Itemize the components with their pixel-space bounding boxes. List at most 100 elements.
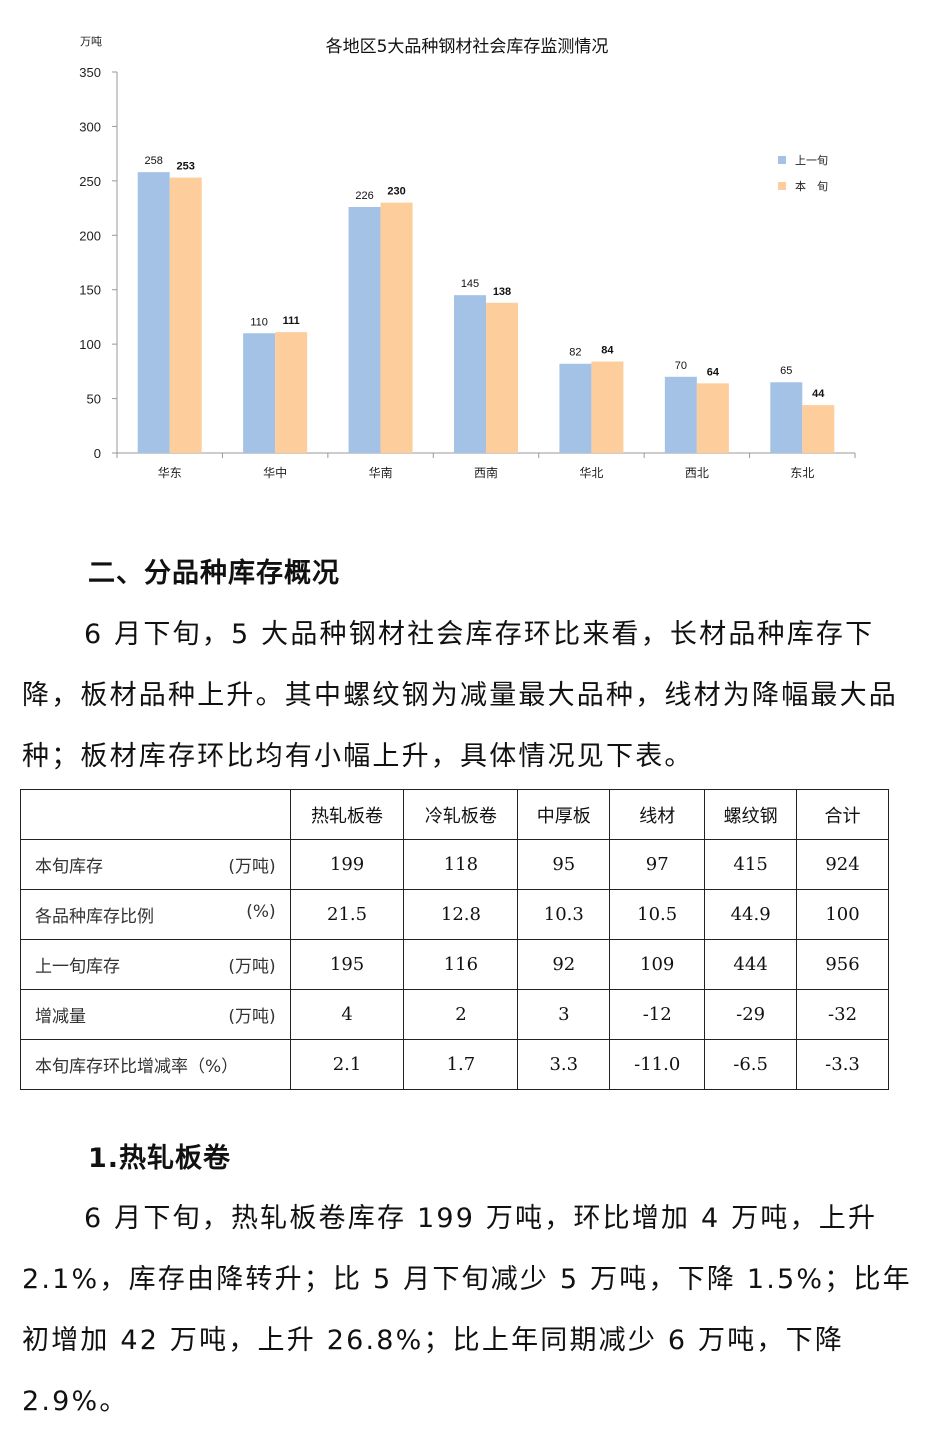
bar <box>486 302 518 453</box>
bar <box>770 382 803 453</box>
x-category-label: 华中 <box>263 465 287 480</box>
table-cell: 4 <box>289 989 405 1040</box>
bar <box>137 172 170 454</box>
bar-value-label: 226 <box>355 190 373 202</box>
table-cell: -11.0 <box>609 1039 706 1090</box>
row-label: (万吨) 本旬库存 <box>20 839 291 890</box>
bar <box>591 361 624 453</box>
table-cell: 100 <box>796 889 889 940</box>
row-label-text: 上一旬库存 <box>35 957 120 977</box>
bar <box>169 177 202 453</box>
bar-chart-canvas: 各地区5大品种钢材社会库存监测情况 万吨 0 50 100 150 200 250 300 350… <box>79 35 856 480</box>
legend-label: 本 旬 <box>795 179 828 193</box>
bar-value-label: 82 <box>569 347 581 359</box>
x-category-label: 西南 <box>474 465 498 480</box>
chart-title: 各地区5大品种钢材社会库存监测情况 <box>326 37 609 57</box>
legend-swatch <box>778 156 786 164</box>
row-unit: (万吨) <box>228 1007 276 1027</box>
table-cell: 195 <box>289 939 405 990</box>
x-category-label: 西北 <box>685 466 709 480</box>
table-cell: 97 <box>609 839 706 890</box>
bar-value-label: 64 <box>707 366 720 378</box>
bar-value-label: 230 <box>387 186 405 198</box>
table-cell: -29 <box>704 989 798 1040</box>
section-paragraph: 6 月下旬，5 大品种钢材社会库存环比来看，长材品种库存下降，板材品种上升。其中… <box>22 619 898 772</box>
x-category-label: 华东 <box>158 466 182 480</box>
bar-value-label: 110 <box>250 316 268 328</box>
column-header: 中厚板 <box>517 789 611 840</box>
table-header-row: 热轧板卷 冷轧板卷 中厚板 线材 螺纹钢 合计 <box>20 789 889 840</box>
bar <box>243 333 276 453</box>
row-unit: (%) <box>246 902 276 922</box>
y-tick-label: 200 <box>79 228 101 243</box>
table-cell: 956 <box>796 939 889 990</box>
table-cell: -32 <box>796 989 889 1040</box>
regional-inventory-chart: 各地区5大品种钢材社会库存监测情况 万吨 0 50 100 150 200 250 300 350… <box>0 0 925 500</box>
y-tick-label: 250 <box>79 174 101 189</box>
table-cell: 415 <box>704 839 798 890</box>
y-tick-label: 300 <box>79 119 101 134</box>
table-row: (万吨) 上一旬库存 195 116 92 109 444 956 <box>20 939 889 990</box>
table-cell: 924 <box>796 839 889 890</box>
bar-value-label: 70 <box>675 360 687 372</box>
table-cell: 10.5 <box>609 889 706 940</box>
table-row: (万吨) 增减量 4 2 3 -12 -29 -32 <box>20 989 889 1040</box>
table-cell: 3 <box>517 989 611 1040</box>
bar-value-label: 84 <box>601 345 614 357</box>
table-cell: 2.1 <box>289 1039 405 1090</box>
column-header <box>20 789 291 840</box>
column-header: 合计 <box>796 789 889 840</box>
table-cell: 118 <box>403 839 519 890</box>
bar <box>454 295 486 453</box>
bar <box>348 206 381 453</box>
table-cell: 2 <box>403 989 519 1040</box>
column-header: 冷轧板卷 <box>403 789 519 840</box>
section-heading: 二、分品种库存概况 <box>88 558 340 589</box>
x-category-label: 东北 <box>790 466 814 480</box>
subsection-heading: 1.热轧板卷 <box>88 1143 232 1174</box>
row-label-text: 本旬库存 <box>35 857 103 877</box>
table-cell: -3.3 <box>796 1039 889 1090</box>
table-cell: 1.7 <box>403 1039 519 1090</box>
subsection-paragraph: 6 月下旬，热轧板卷库存 199 万吨，环比增加 4 万吨，上升 2.1%，库存… <box>22 1203 912 1417</box>
bar <box>664 376 697 453</box>
bar <box>559 363 592 453</box>
column-header: 螺纹钢 <box>704 789 798 840</box>
inventory-table: 热轧板卷 冷轧板卷 中厚板 线材 螺纹钢 合计 (万吨) 本旬库存 199 118 95… <box>20 789 889 1090</box>
table-row: 本旬库存环比增减率（%） 2.1 1.7 3.3 -11.0 -6.5 -3.3 <box>20 1039 889 1090</box>
table-cell: 10.3 <box>517 889 611 940</box>
y-tick-label: 0 <box>94 446 101 461</box>
y-tick-label: 100 <box>79 337 101 352</box>
table-row: (万吨) 本旬库存 199 118 95 97 415 924 <box>20 839 889 890</box>
table-cell: 444 <box>704 939 798 990</box>
table-cell: 199 <box>289 839 405 890</box>
row-label: (万吨) 增减量 <box>20 989 291 1040</box>
row-label: (万吨) 上一旬库存 <box>20 939 291 990</box>
table-cell: 109 <box>609 939 706 990</box>
legend-label: 上一旬 <box>795 154 828 167</box>
bar <box>696 383 729 453</box>
bar-value-label: 258 <box>145 155 163 167</box>
row-label-text: 增减量 <box>35 1007 86 1027</box>
bar <box>275 332 308 453</box>
row-unit: (万吨) <box>228 957 276 977</box>
table-cell: -6.5 <box>704 1039 798 1090</box>
bar-value-label: 65 <box>780 365 792 377</box>
table-cell: 116 <box>403 939 519 990</box>
table-row: (%) 各品种库存比例 21.5 12.8 10.3 10.5 44.9 100 <box>20 889 889 940</box>
y-tick-label: 350 <box>79 65 101 80</box>
bar <box>802 405 835 453</box>
row-label: 本旬库存环比增减率（%） <box>20 1039 291 1090</box>
table-cell: 12.8 <box>403 889 519 940</box>
bar-value-label: 253 <box>177 161 195 173</box>
row-label: (%) 各品种库存比例 <box>20 889 291 940</box>
x-category-label: 华南 <box>369 465 393 480</box>
legend-swatch <box>778 182 786 190</box>
row-label-text: 本旬库存环比增减率（%） <box>35 1057 239 1077</box>
y-tick-label: 150 <box>79 283 101 298</box>
column-header: 线材 <box>609 789 706 840</box>
bar <box>380 202 413 453</box>
table-cell: 21.5 <box>289 889 405 940</box>
bar-value-label: 138 <box>493 286 511 298</box>
table-cell: 44.9 <box>704 889 798 940</box>
